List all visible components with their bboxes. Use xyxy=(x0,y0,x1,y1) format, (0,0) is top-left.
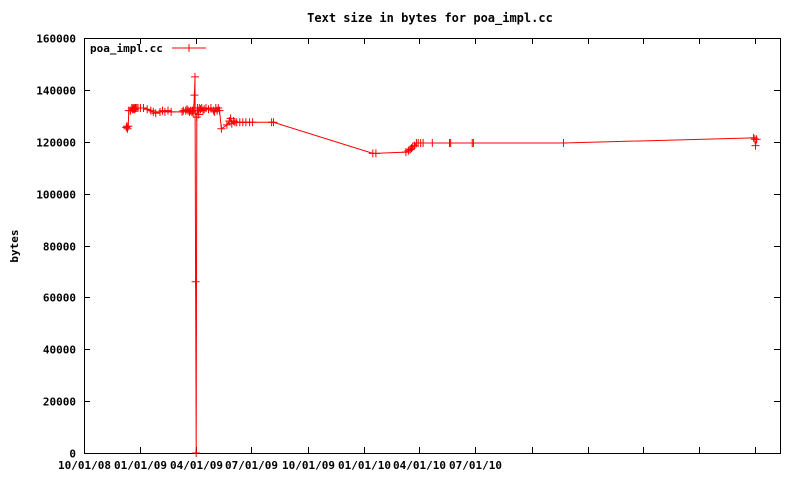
plot-area-frame xyxy=(84,38,781,454)
data-point-marker xyxy=(559,139,568,147)
data-point-marker xyxy=(190,91,199,100)
data-point-marker xyxy=(419,139,428,147)
data-point-marker xyxy=(143,105,152,114)
data-point-marker xyxy=(408,142,417,151)
data-point-marker xyxy=(191,277,200,286)
y-tick-label: 160000 xyxy=(36,33,76,46)
data-point-marker xyxy=(139,104,148,112)
y-tick-label: 20000 xyxy=(43,396,76,409)
series-layer xyxy=(122,72,761,457)
data-point-marker xyxy=(194,110,203,119)
legend-label-poa-impl: poa_impl.cc xyxy=(90,42,163,55)
data-point-marker xyxy=(469,139,478,147)
y-tick-label: 60000 xyxy=(43,292,76,305)
x-tick-label: 10/01/09 xyxy=(282,459,335,472)
data-point-marker xyxy=(187,107,196,116)
chart-title: Text size in bytes for poa_impl.cc xyxy=(307,11,553,26)
data-point-marker xyxy=(269,118,278,127)
data-point-marker xyxy=(189,109,198,118)
series-line xyxy=(125,76,758,454)
data-point-marker xyxy=(248,118,257,127)
data-point-marker xyxy=(122,123,131,132)
y-tick-label: 100000 xyxy=(36,189,76,202)
data-point-marker xyxy=(751,141,760,150)
data-point-marker xyxy=(167,107,176,116)
data-point-marker xyxy=(191,72,199,81)
data-point-marker xyxy=(217,124,226,133)
y-tick-label: 140000 xyxy=(36,85,76,98)
data-point-marker xyxy=(178,107,187,116)
legend: poa_impl.cc xyxy=(90,42,206,55)
y-tick-label: 80000 xyxy=(43,241,76,254)
x-tick-label: 04/01/10 xyxy=(393,459,446,472)
data-point-marker xyxy=(192,449,201,457)
legend-swatch-marker xyxy=(185,44,193,52)
data-point-marker xyxy=(428,139,437,147)
series-markers xyxy=(122,72,761,457)
x-tick-label: 01/01/10 xyxy=(338,459,391,472)
data-point-marker xyxy=(752,135,761,144)
x-tick-label: 01/01/09 xyxy=(114,459,167,472)
x-tick-label: 07/01/10 xyxy=(449,459,502,472)
y-axis-ticks: 0 20000 40000 60000 80000 100000 120000 140000 1… xyxy=(36,33,780,461)
y-tick-label: 0 xyxy=(69,448,76,461)
y-axis-label: bytes xyxy=(8,229,21,262)
data-point-marker xyxy=(151,109,160,118)
x-tick-label: 04/01/09 xyxy=(170,459,223,472)
data-point-marker xyxy=(124,122,133,131)
data-point-marker xyxy=(371,149,380,158)
x-tick-label: 07/01/09 xyxy=(225,459,278,472)
data-point-marker xyxy=(446,139,455,147)
x-axis-ticks: 10/01/08 01/01/09 04/01/09 07/01/09 10/01/09… xyxy=(58,38,756,472)
data-point-marker xyxy=(215,106,224,115)
x-tick-label: 10/01/08 xyxy=(58,459,111,472)
y-tick-label: 40000 xyxy=(43,344,76,357)
y-tick-label: 120000 xyxy=(36,137,76,150)
